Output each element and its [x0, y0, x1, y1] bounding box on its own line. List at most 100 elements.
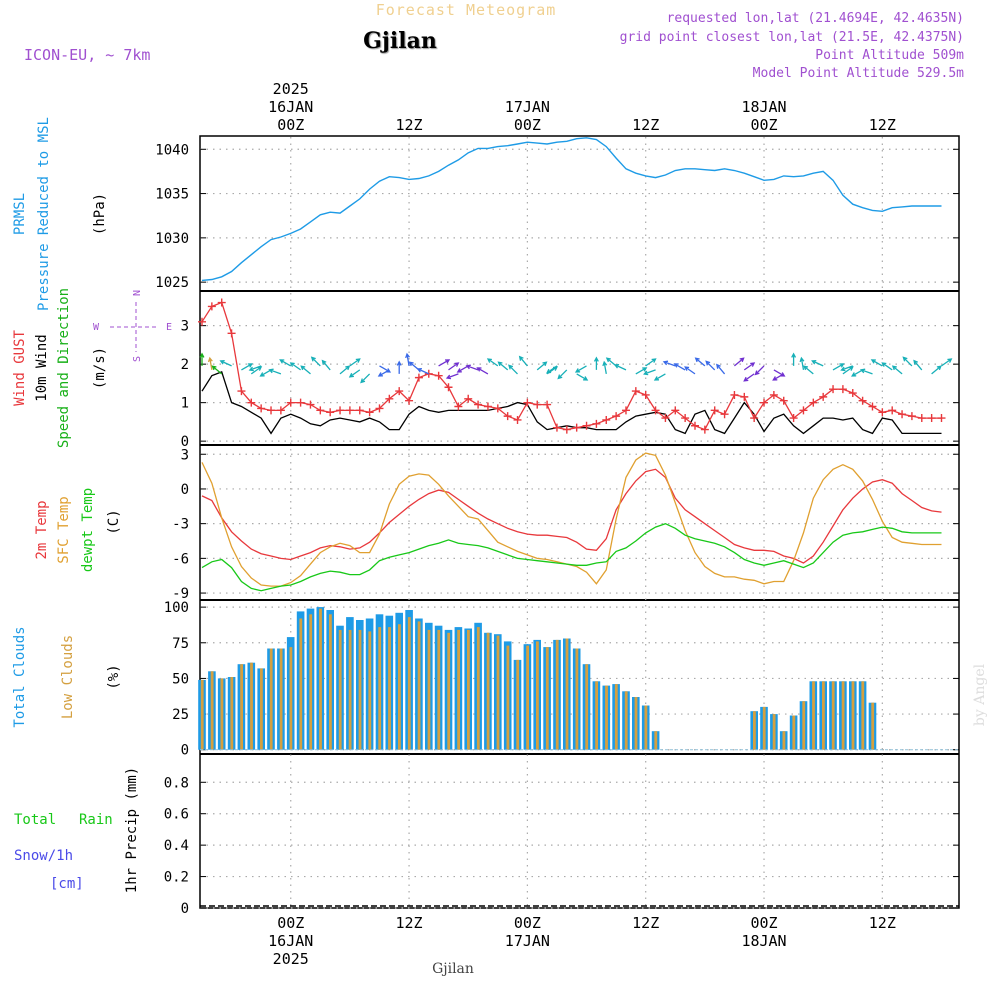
temp-tick-label: 3	[181, 447, 189, 463]
wind-direction-arrow	[219, 359, 232, 367]
wind-gust-marker	[868, 402, 877, 411]
wind-direction-arrow	[241, 363, 253, 371]
low-cloud-bar	[338, 629, 342, 750]
clouds-tick-label: 100	[164, 600, 189, 616]
low-cloud-bar	[279, 648, 283, 750]
top-time-label: 16JAN	[268, 98, 313, 116]
wind-direction-arrow	[207, 356, 213, 371]
low-cloud-bar	[841, 681, 845, 750]
wind-gust-marker	[878, 408, 887, 417]
wind-direction-arrow	[791, 352, 797, 366]
top-time-label: 12Z	[869, 116, 896, 134]
temperature-series	[201, 452, 942, 592]
low-cloud-bar	[210, 671, 214, 750]
low-cloud-bar	[230, 677, 234, 750]
wind-gust-marker	[543, 400, 552, 409]
pressure-line	[201, 137, 942, 282]
wind-gust-marker	[898, 410, 907, 419]
wind-gust-marker	[730, 390, 739, 399]
compass-e: E	[166, 322, 172, 333]
low-cloud-bar	[407, 617, 411, 750]
wind-gust-marker	[474, 400, 483, 409]
precip-rain-label: Rain	[79, 812, 113, 828]
temp-tick-label: -3	[172, 517, 189, 533]
clouds-unit: (%)	[106, 664, 122, 689]
wind-direction-arrow	[574, 365, 587, 373]
low-cloud-bar	[289, 647, 293, 750]
requested-coords: requested lon,lat (21.4694E, 42.4635N)	[667, 11, 964, 26]
wind-direction-arrow	[593, 356, 599, 370]
low-cloud-bar	[555, 639, 559, 750]
wind-gust-marker	[336, 406, 345, 415]
wind-gust-marker	[612, 412, 621, 421]
low-cloud-bar	[753, 711, 756, 750]
wind-direction-arrow	[891, 365, 903, 375]
wind-tick-label: 1	[181, 396, 189, 412]
wind-gust-marker	[691, 421, 699, 430]
precip-axis-label: 1hr Precip (mm)	[124, 767, 140, 893]
wind-gust-marker	[681, 414, 690, 423]
wind-gust-marker	[533, 400, 542, 409]
low-cloud-bar	[762, 706, 766, 750]
wind-gust-marker	[907, 412, 916, 421]
chart-title: Forecast Meteogram	[376, 1, 557, 19]
low-cloud-bar	[871, 702, 875, 750]
low-cloud-bar	[812, 681, 815, 750]
wind-gust-marker	[405, 396, 414, 405]
wind-gust-line	[201, 301, 942, 431]
wind-gust-marker	[562, 425, 571, 434]
compass-rose: W E N S	[93, 290, 172, 362]
wind-gust-marker	[710, 406, 719, 415]
wind-direction-arrow	[743, 373, 755, 382]
bottom-time-label: 00Z	[277, 914, 304, 932]
precip-tick-label: 0.8	[164, 775, 189, 791]
low-cloud-bar	[831, 681, 835, 750]
wind-direction-arrow	[300, 365, 311, 375]
wind-direction-arrow	[268, 368, 282, 375]
wind-unit: (m/s)	[92, 347, 108, 389]
wind-direction-arrow	[438, 359, 451, 367]
low-cloud-bar	[565, 638, 569, 750]
wind-gust-marker	[621, 406, 630, 415]
wind-direction-arrow	[716, 363, 726, 375]
temp-tick-label: -9	[172, 586, 189, 602]
low-cloud-bar	[536, 641, 539, 750]
wind-series	[198, 298, 953, 435]
model-label: ICON-EU, ~ 7km	[24, 46, 150, 64]
wind-gust-marker	[651, 406, 660, 415]
frame	[199, 135, 960, 909]
low-cloud-bar	[329, 614, 332, 750]
bottom-time-label: 16JAN	[268, 932, 313, 950]
low-cloud-bar	[269, 648, 273, 750]
low-cloud-bar	[427, 629, 431, 750]
pressure-panel-labels: PRMSL Pressure Reduced to MSL (hPa)	[12, 117, 108, 311]
wind-gust-marker	[375, 404, 384, 413]
wind-gust-marker	[444, 383, 453, 392]
wind-direction-arrow	[279, 359, 292, 367]
precip-panel-labels: Total Rain Snow/1h [cm] 1hr Precip (mm)	[14, 767, 140, 893]
low-cloud-bar	[526, 645, 529, 750]
low-cloud-bar	[200, 679, 204, 750]
top-time-label: 12Z	[632, 116, 659, 134]
clouds-tick-label: 25	[172, 707, 189, 723]
wind-direction-arrow	[613, 363, 627, 371]
low-cloud-bar	[299, 618, 303, 750]
wind-direction-arrow	[396, 360, 402, 374]
wind-gust-marker	[671, 406, 680, 415]
top-time-label: 00Z	[750, 116, 777, 134]
wind-gust-marker	[750, 414, 759, 423]
wind-gust-marker	[552, 423, 561, 432]
wind-gust-marker	[227, 329, 236, 338]
point-altitude: Point Altitude 509m	[815, 48, 964, 63]
low-cloud-bar	[437, 629, 441, 750]
gridpoint-coords: grid point closest lon,lat (21.5E, 42.43…	[620, 30, 964, 45]
wind-direction-arrow	[881, 362, 893, 371]
precip-snow-label: Snow/1h	[14, 848, 73, 864]
top-time-label: 18JAN	[741, 98, 786, 116]
temp-tick-label: 0	[181, 482, 189, 498]
wind-direction-arrow	[684, 366, 696, 375]
wind-gust-marker	[779, 396, 788, 405]
wind-gust-marker	[917, 414, 926, 423]
wind-direction-arrow	[360, 373, 371, 384]
